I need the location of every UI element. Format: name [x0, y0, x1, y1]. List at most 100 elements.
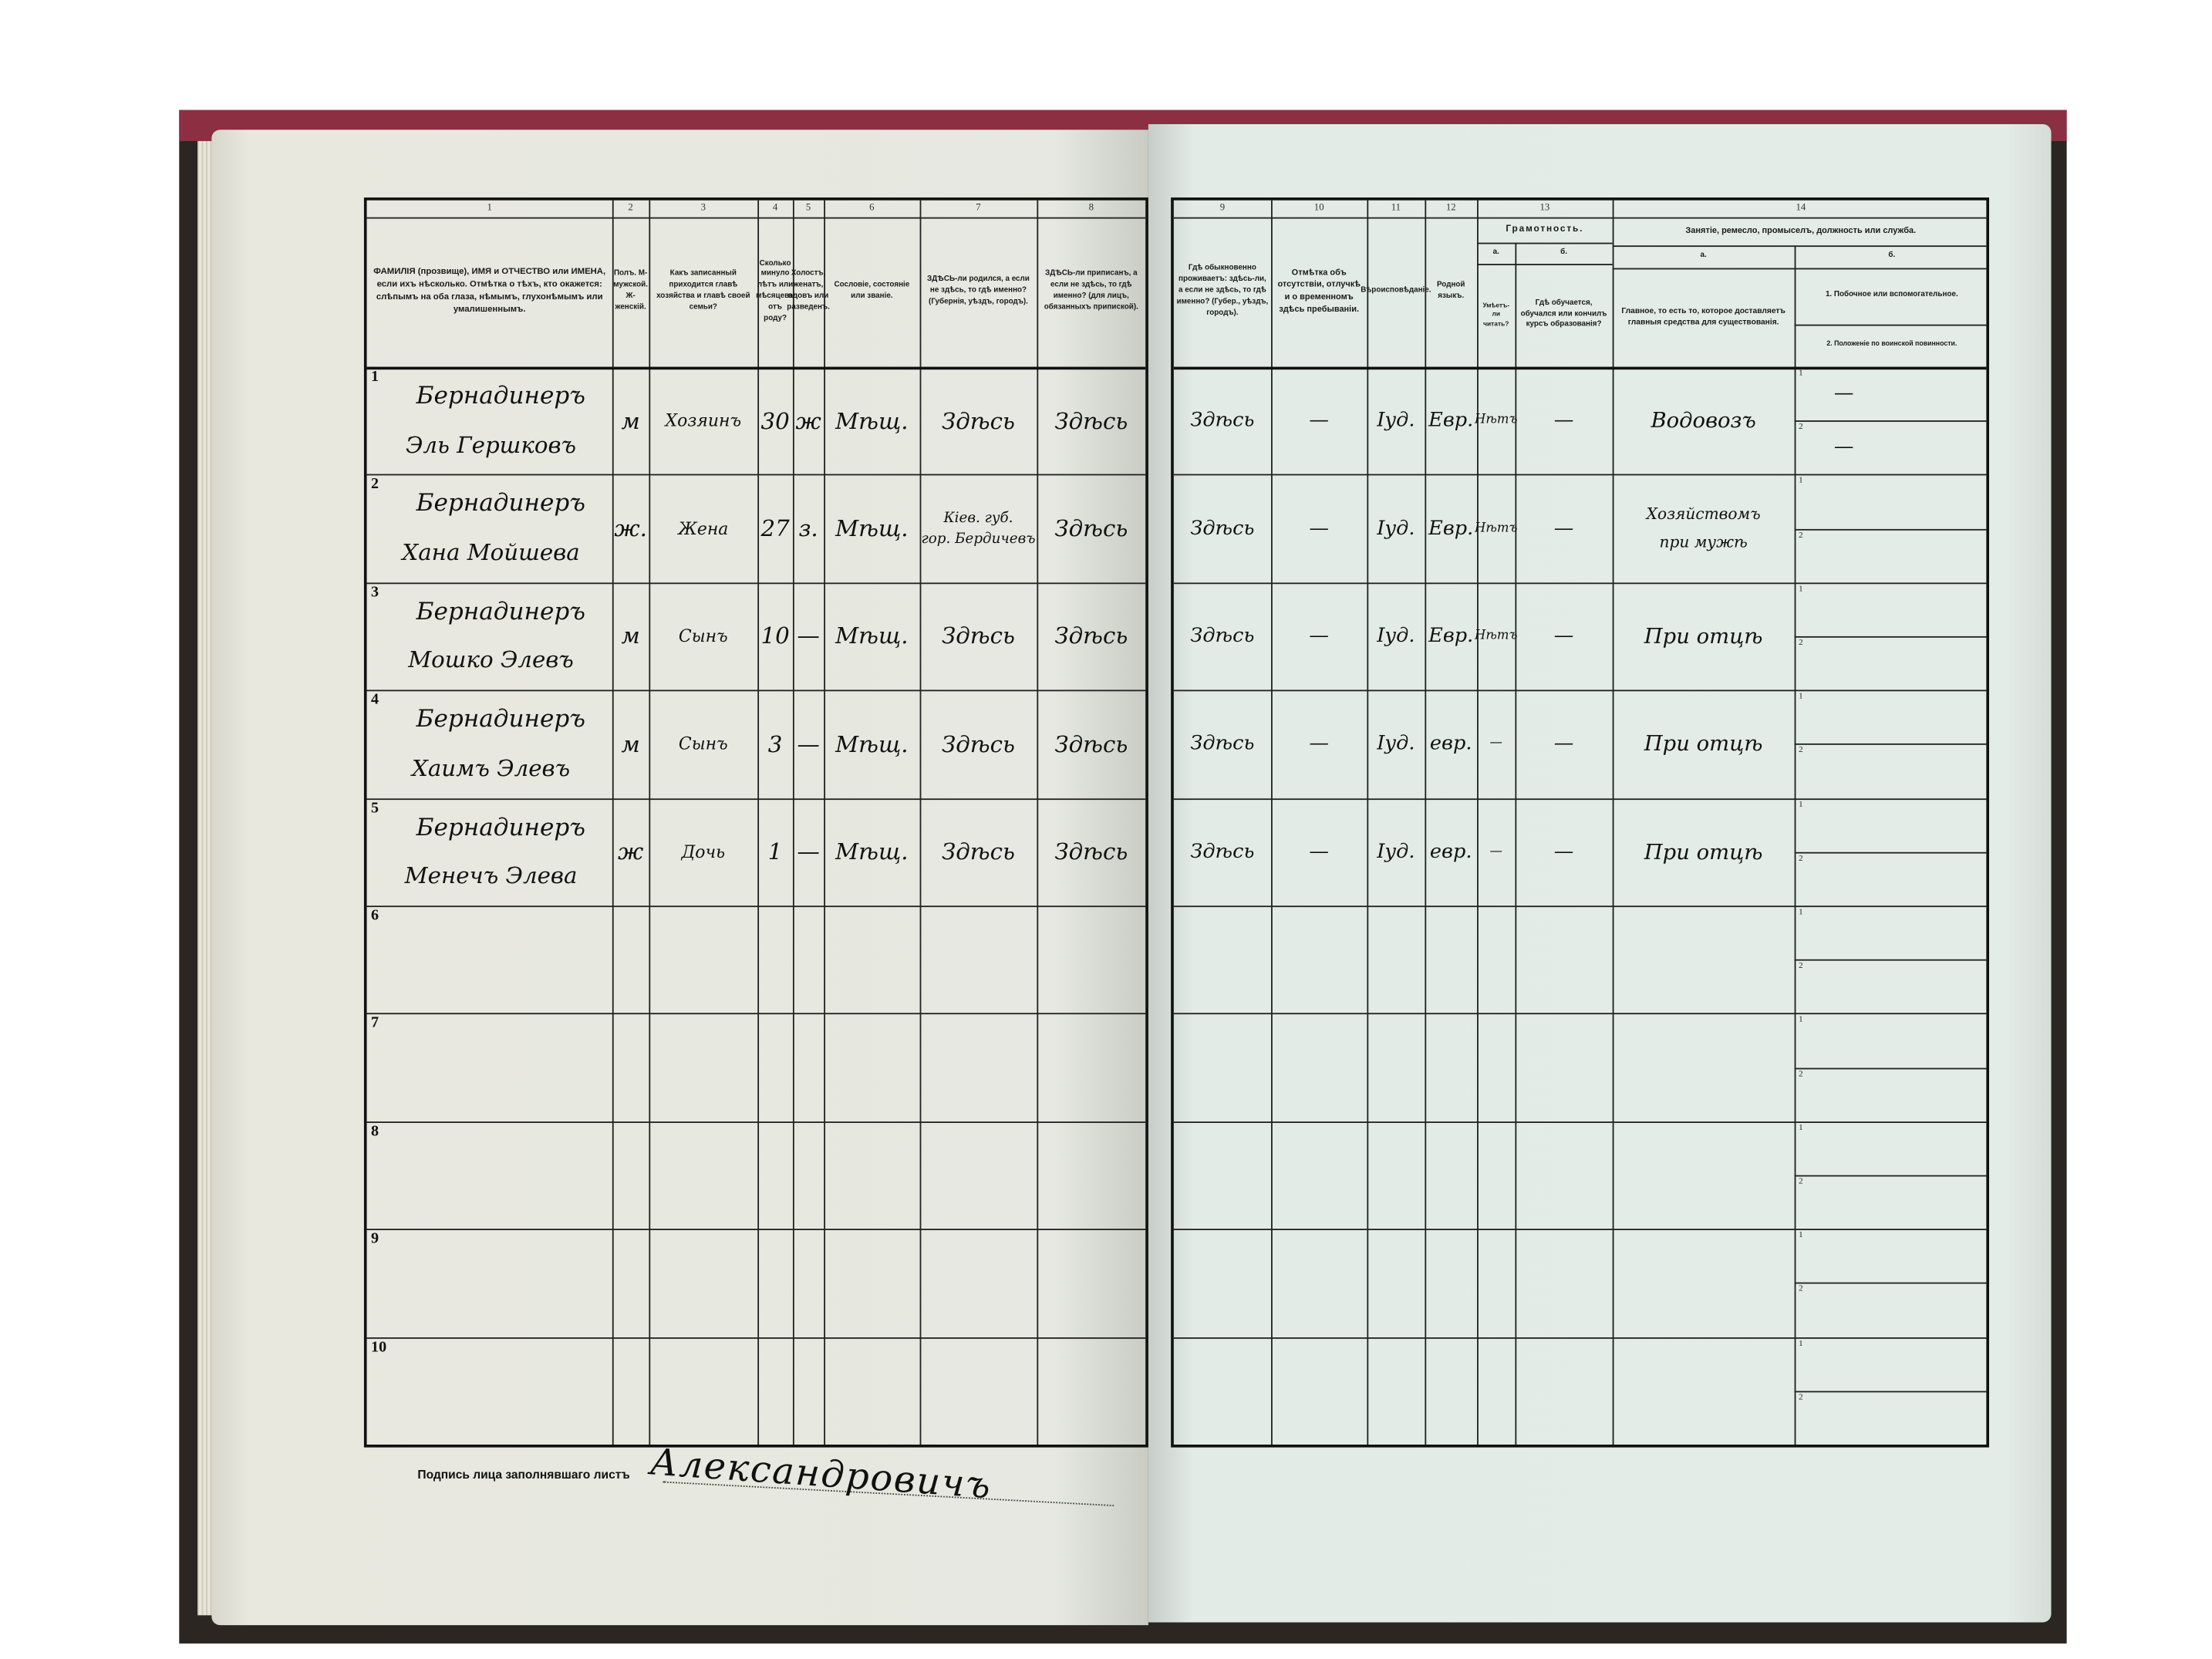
right-page	[1148, 123, 2052, 1623]
entry-reads: —	[1489, 737, 1502, 751]
row-number: 7	[371, 1014, 379, 1032]
sub-row-label: 1	[1799, 585, 1803, 594]
entry-surname: Бернадинеръ	[416, 382, 586, 411]
column-header: Занятіе, ремесло, промыселъ, должность и…	[1685, 226, 1917, 235]
entry-military-status	[1816, 636, 1872, 690]
row-divider	[366, 474, 1146, 477]
sub-row-divider	[1794, 1067, 1987, 1069]
column-divider	[1271, 200, 1273, 1445]
entry-estate: Мѣщ.	[835, 838, 909, 865]
column-divider	[1477, 200, 1479, 1445]
row-number: 2	[371, 476, 379, 494]
row-divider	[366, 1121, 1146, 1123]
entry-born: Здѣсь	[942, 838, 1015, 865]
sub-row-divider	[1794, 420, 1987, 423]
sub-row-label: 1	[1799, 1016, 1803, 1025]
column-header: а.	[1700, 251, 1707, 260]
entry-age: 27	[760, 514, 790, 542]
entry-occupation: Водовозъ	[1651, 407, 1756, 433]
column-header: ЗДѢСЬ-ли родился, а если не здѣсь, то гд…	[927, 275, 1030, 306]
column-header: Холостъ, женатъ, вдовъ или разведенъ.	[787, 269, 830, 312]
column-divider	[792, 200, 794, 1445]
row-divider	[1173, 474, 1987, 477]
entry-relation: Сынъ	[678, 733, 728, 754]
entry-side-occupation	[1816, 474, 1872, 528]
row-number: 8	[371, 1122, 379, 1140]
sub-row-label: 2	[1799, 855, 1803, 864]
row-divider	[366, 1013, 1146, 1015]
sub-row-divider	[1794, 636, 1987, 638]
column-header: Вѣроисповѣданіе.	[1361, 286, 1431, 295]
column-number: 10	[1313, 201, 1324, 214]
column-header: б.	[1560, 248, 1567, 257]
sub-row-divider	[1794, 528, 1987, 530]
sub-row-label: 1	[1799, 1124, 1803, 1133]
entry-religion: Іуд.	[1377, 625, 1415, 648]
entry-registered: Здѣсь	[1054, 407, 1128, 434]
occupation-sub-divider	[1612, 268, 1987, 270]
entry-surname: Бернадинеръ	[416, 705, 586, 734]
entry-born: Здѣсь	[942, 730, 1015, 757]
entry-religion: Іуд.	[1377, 517, 1415, 540]
column-header: Отмѣтка объ отсутствіи, отлучкѣ и о врем…	[1277, 268, 1361, 315]
column-divider	[1794, 245, 1796, 1445]
sub-row-label: 2	[1799, 1286, 1803, 1294]
sub-row-divider	[1794, 959, 1987, 961]
sub-row-divider	[1794, 744, 1987, 746]
header-number-divider	[1173, 217, 1987, 219]
entry-registered: Здѣсь	[1054, 838, 1128, 865]
sub-row-label: 1	[1799, 801, 1803, 810]
entry-side-occupation	[1816, 798, 1872, 852]
entry-given-names: Хаимъ Элевъ	[411, 754, 571, 781]
entry-marital: з.	[798, 514, 818, 542]
entry-absence: —	[1309, 517, 1330, 540]
entry-estate: Мѣщ.	[835, 622, 909, 650]
entry-religion: Іуд.	[1377, 409, 1415, 433]
sub-row-label: 2	[1799, 1178, 1803, 1187]
occupation-b-divider	[1794, 324, 1987, 326]
entry-given-names: Мошко Элевъ	[408, 646, 574, 674]
sub-row-label: 2	[1799, 423, 1803, 433]
column-number: 4	[772, 201, 778, 214]
column-number: 2	[628, 201, 633, 214]
entry-education: —	[1553, 840, 1574, 864]
entry-resides: Здѣсь	[1190, 517, 1255, 540]
entry-military-status	[1816, 851, 1872, 905]
row-number: 4	[371, 691, 379, 709]
entry-given-names: Хана Мойшева	[402, 538, 580, 566]
header-bottom-divider	[366, 366, 1146, 370]
entry-relation: Сынъ	[678, 626, 728, 646]
column-divider	[649, 200, 651, 1445]
sub-row-divider	[1794, 1175, 1987, 1177]
column-header: Полъ. М-мужской. Ж-женскій.	[613, 269, 648, 312]
column-header: Какъ записанный приходится главѣ хозяйст…	[656, 269, 750, 312]
entry-marital: —	[797, 622, 820, 650]
sub-row-label: 1	[1799, 477, 1803, 486]
column-number: 6	[869, 201, 875, 214]
entry-surname: Бернадинеръ	[416, 490, 586, 518]
entry-born: Здѣсь	[942, 622, 1015, 650]
census-table-left: 1 ФАМИЛІЯ (прозвище), ИМЯ и ОТЧЕСТВО или …	[363, 197, 1148, 1448]
row-divider	[366, 1337, 1146, 1339]
literacy-sub-divider	[1477, 264, 1613, 265]
entry-sex: м	[621, 407, 640, 434]
signature-label: Подпись лица заполнявшаго листъ	[417, 1467, 630, 1482]
entry-language: евр.	[1429, 840, 1472, 864]
column-divider	[1425, 200, 1427, 1445]
sub-row-label: 1	[1799, 1339, 1803, 1348]
entry-marital: —	[797, 730, 820, 757]
column-divider	[1367, 200, 1369, 1445]
column-header: ЗДѢСЬ-ли приписанъ, а если не здѣсь, то …	[1044, 269, 1138, 312]
entry-age: 10	[760, 622, 790, 650]
column-number: 9	[1219, 201, 1226, 214]
entry-registered: Здѣсь	[1054, 622, 1128, 650]
entry-absence: —	[1309, 840, 1330, 864]
column-number: 14	[1796, 201, 1806, 214]
entry-occupation: При отцѣ	[1644, 731, 1763, 757]
entry-age: 30	[760, 407, 790, 434]
entry-side-occupation	[1816, 690, 1872, 744]
entry-military-status	[1816, 744, 1872, 798]
row-divider	[1173, 690, 1987, 692]
column-header: 2. Положеніе по воинской повинности.	[1826, 340, 1957, 348]
